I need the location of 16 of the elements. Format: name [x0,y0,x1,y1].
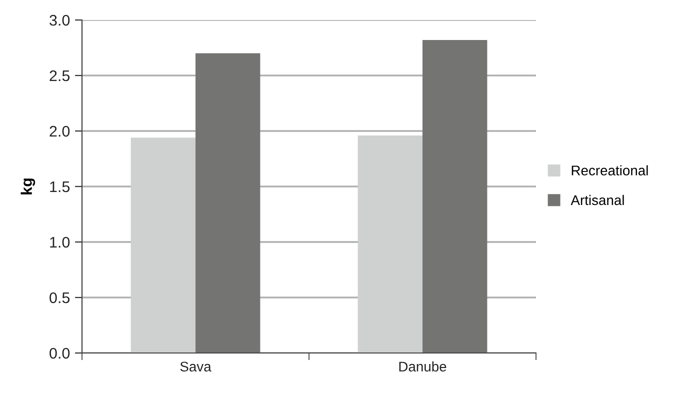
bar [130,138,196,353]
bar [196,53,260,353]
bar [358,135,422,353]
legend-label: Recreational [572,165,648,176]
y-tick-label: 1.5 [50,182,70,192]
y-axis-title: kg [20,178,36,194]
y-tick-label: 0.5 [50,292,70,304]
y-tick-label: 3.0 [50,14,70,26]
y-tick-label: 2.5 [50,70,70,82]
x-tick-label: Sava [180,362,212,372]
y-tick-label: 0.0 [50,348,70,359]
y-tick-label: 2.0 [50,126,70,137]
y-tick-label: 1.0 [50,236,70,248]
legend-label: Artisanal [570,194,624,206]
bar [422,40,488,353]
x-tick-label: Danube [399,361,446,372]
